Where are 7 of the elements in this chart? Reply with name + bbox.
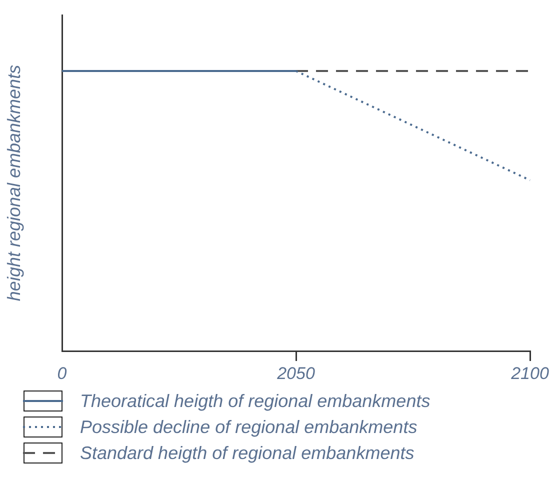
x-tick-label: 2050 [276, 364, 316, 383]
x-tick-label: 0 [57, 364, 68, 383]
x-tick-label: 2100 [510, 364, 550, 383]
legend-label: Theoratical heigth of regional embankments [80, 390, 430, 412]
legend-label: Possible decline of regional embankments [80, 416, 418, 438]
legend-label: Standard heigth of regional embankments [80, 442, 414, 464]
y-axis-title: height regional embankments [4, 64, 24, 302]
